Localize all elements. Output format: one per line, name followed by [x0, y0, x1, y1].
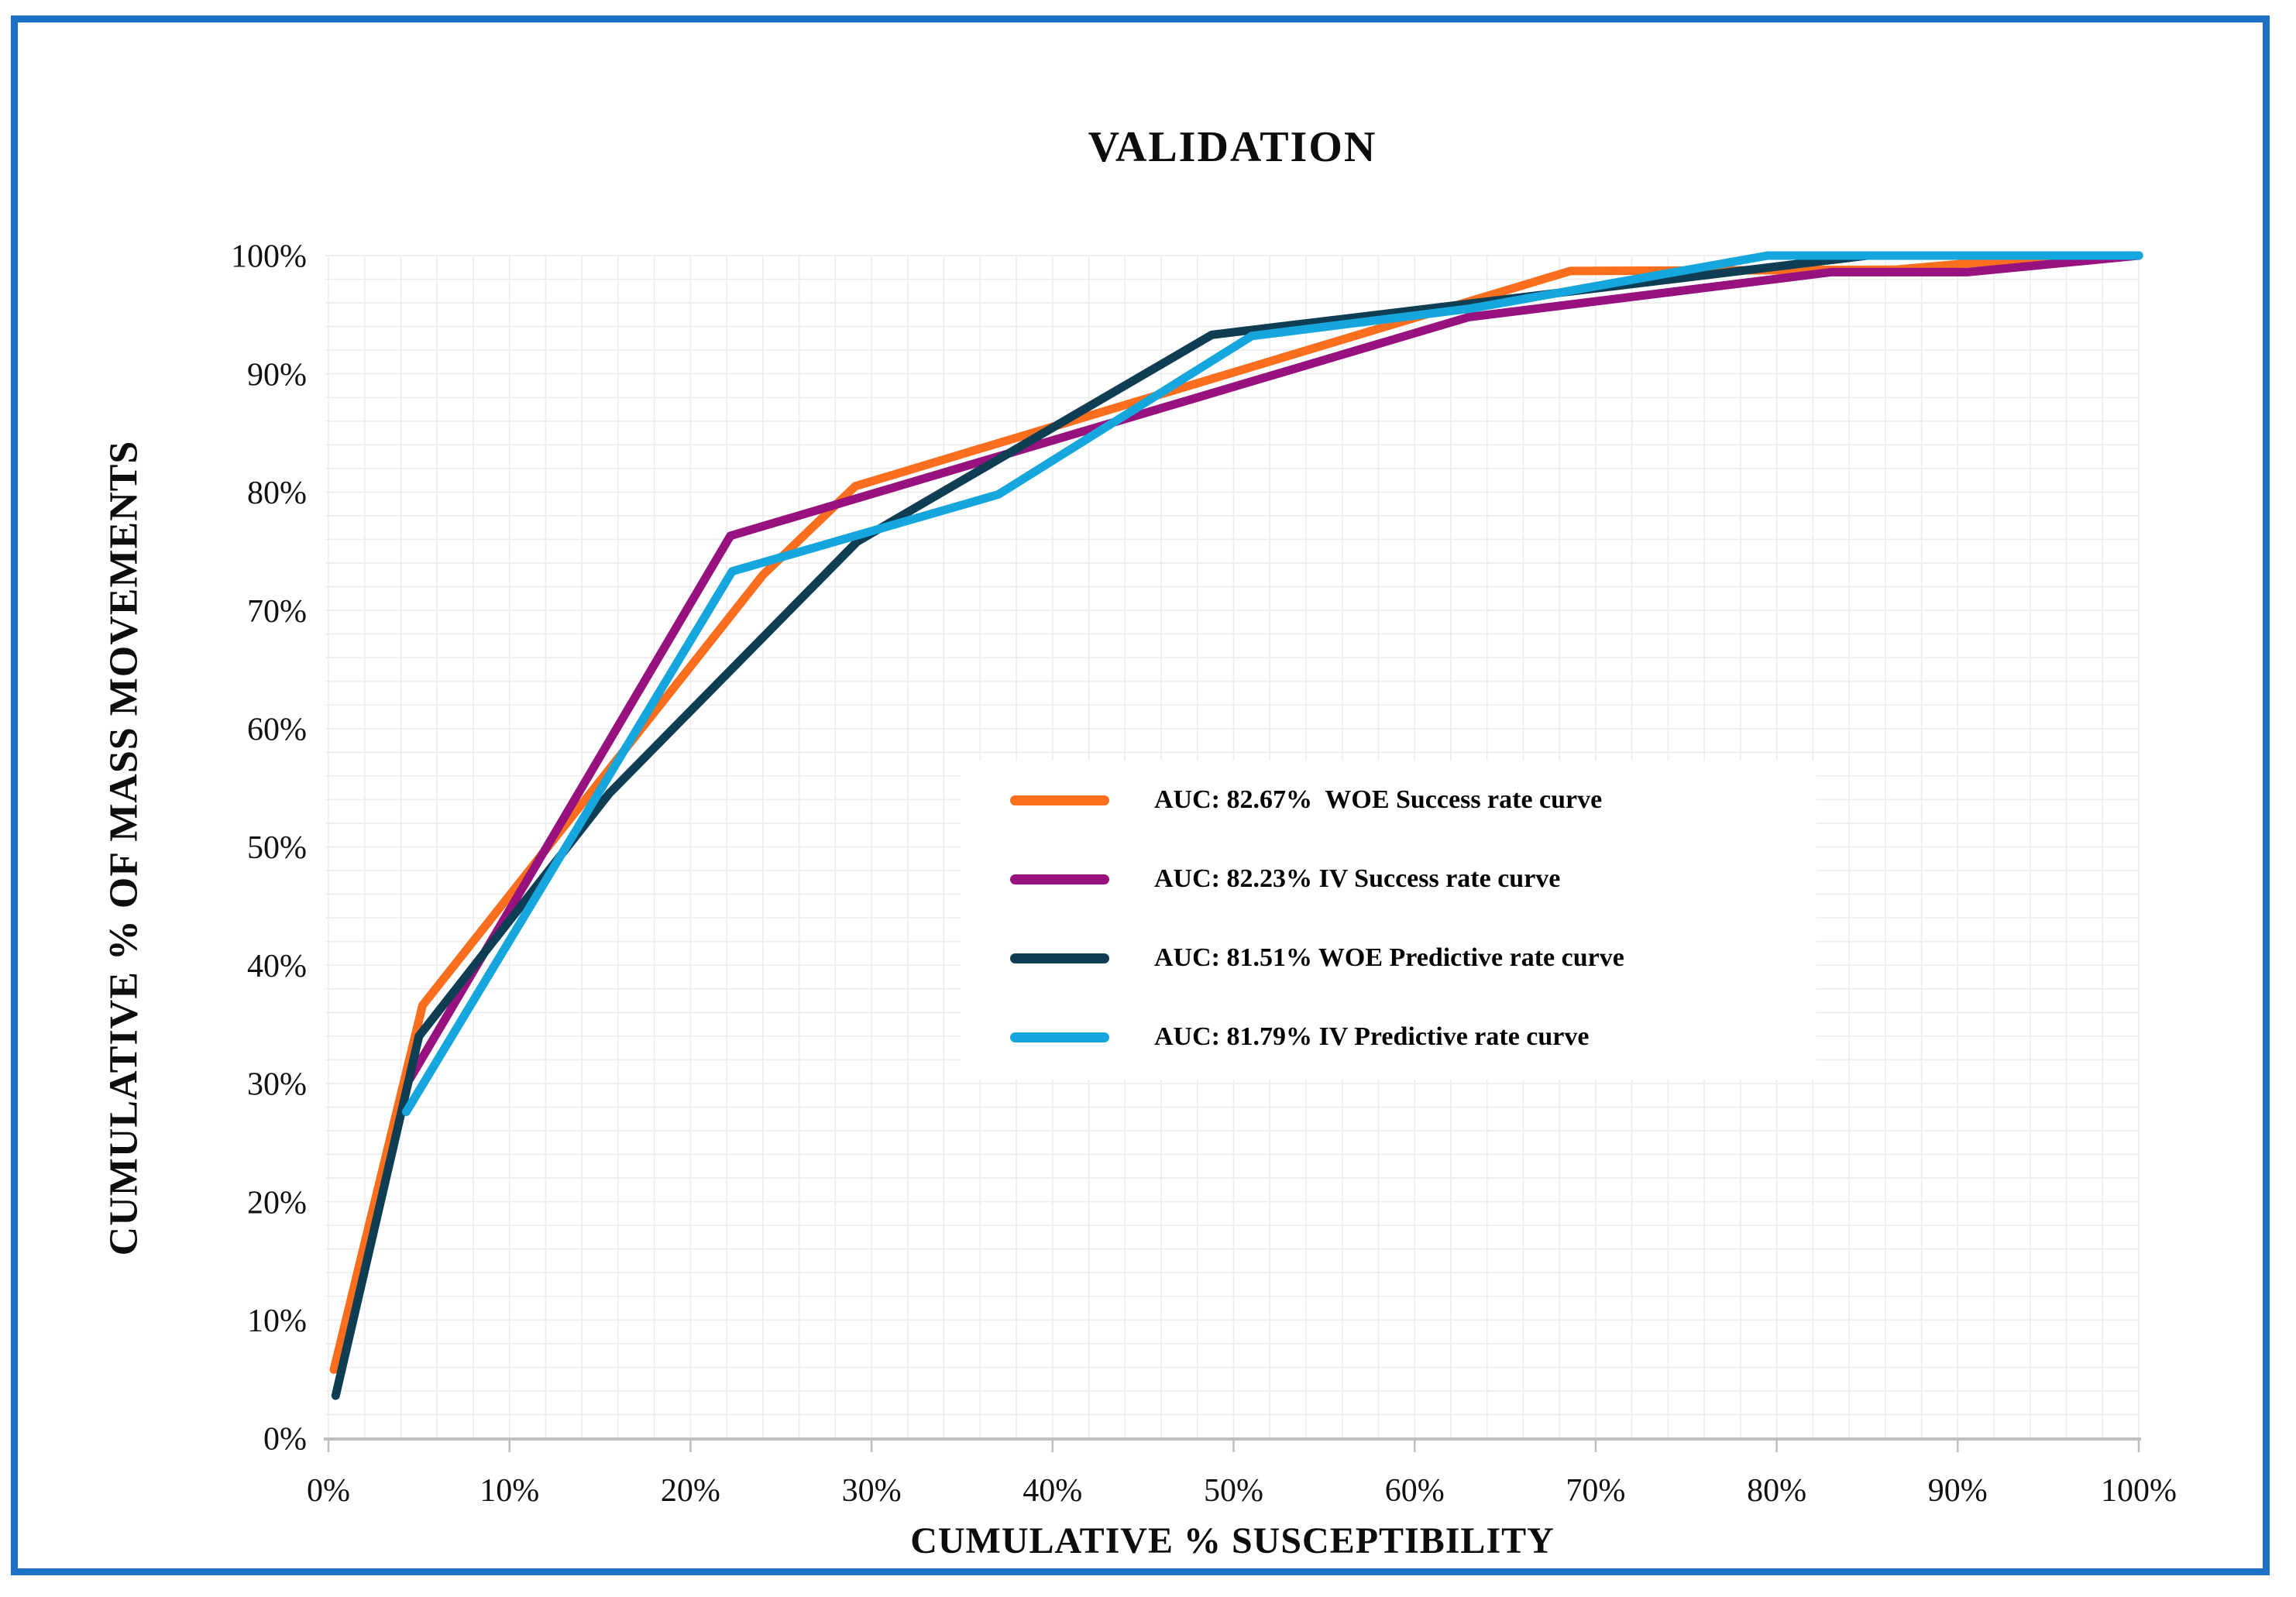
- x-tick-label: 80%: [1747, 1473, 1806, 1509]
- chart-title: VALIDATION: [1088, 123, 1377, 171]
- legend-label: AUC: 81.79% IV Predictive rate curve: [1154, 1022, 1590, 1051]
- legend-label: AUC: 82.23% IV Success rate curve: [1154, 864, 1561, 893]
- legend-swatch: [1010, 795, 1109, 805]
- x-tick-label: 20%: [661, 1473, 720, 1509]
- legend-swatch: [1010, 1032, 1109, 1042]
- y-tick-label: 0%: [263, 1422, 307, 1458]
- legend-label: AUC: 82.67% WOE Success rate curve: [1154, 785, 1603, 814]
- x-axis-title: CUMULATIVE % SUSCEPTIBILITY: [910, 1520, 1555, 1561]
- y-tick-label: 40%: [247, 949, 307, 984]
- legend-swatch: [1010, 874, 1109, 884]
- x-tick-label: 100%: [2101, 1473, 2177, 1509]
- y-tick-label: 70%: [247, 594, 307, 630]
- y-tick-label: 100%: [231, 239, 307, 275]
- figure-border: [11, 15, 2270, 1575]
- series-line: [405, 251, 2143, 1084]
- y-tick-label: 90%: [247, 357, 307, 393]
- legend-item: AUC: 81.51% WOE Predictive rate curve: [961, 919, 1817, 998]
- y-tick-label: 30%: [247, 1067, 307, 1103]
- series-line: [402, 251, 2143, 1116]
- y-tick-label: 20%: [247, 1185, 307, 1221]
- x-tick-label: 40%: [1023, 1473, 1082, 1509]
- legend-item: AUC: 81.79% IV Predictive rate curve: [961, 998, 1817, 1077]
- legend-item: AUC: 82.23% IV Success rate curve: [961, 840, 1817, 919]
- y-tick-label: 50%: [247, 830, 307, 866]
- legend-swatch: [1010, 953, 1109, 963]
- y-tick-label: 80%: [247, 476, 307, 511]
- x-tick-label: 70%: [1566, 1473, 1625, 1509]
- x-tick-label: 90%: [1928, 1473, 1988, 1509]
- legend-label: AUC: 81.51% WOE Predictive rate curve: [1154, 943, 1624, 972]
- x-tick-label: 0%: [307, 1473, 350, 1509]
- x-tick-label: 50%: [1204, 1473, 1263, 1509]
- x-tick-label: 30%: [842, 1473, 902, 1509]
- legend: AUC: 82.67% WOE Success rate curve AUC: 8…: [961, 761, 1817, 1080]
- y-tick-label: 60%: [247, 713, 307, 748]
- legend-item: AUC: 82.67% WOE Success rate curve: [961, 761, 1817, 840]
- series-line: [329, 251, 2143, 1374]
- y-axis-title: CUMULATIVE % OF MASS MOVEMENTS: [101, 440, 146, 1256]
- x-tick-label: 10%: [479, 1473, 539, 1509]
- x-tick-label: 60%: [1385, 1473, 1445, 1509]
- y-tick-label: 10%: [247, 1303, 307, 1339]
